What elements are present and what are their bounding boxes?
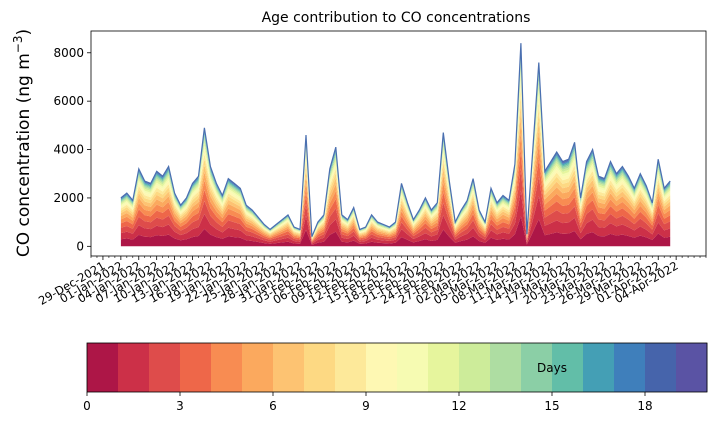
colorbar-swatch-8	[335, 343, 367, 392]
colorbar-swatch-7	[304, 343, 336, 392]
colorbar-tick-label-6: 18	[637, 399, 652, 413]
colorbar-swatch-3	[180, 343, 212, 392]
colorbar-swatch-16	[583, 343, 615, 392]
plot-area	[90, 30, 707, 257]
y-axis-label-close: )	[14, 29, 34, 36]
colorbar-swatch-2	[149, 343, 181, 392]
y-tick-label-2: 4000	[53, 143, 84, 157]
colorbar-tick-label-3: 9	[362, 399, 370, 413]
y-axis-label: CO concentration (ng m−3)	[11, 29, 34, 257]
colorbar-tick-label-0: 0	[83, 399, 91, 413]
y-axis: 0 2000 4000 6000 8000	[53, 46, 91, 253]
x-axis: 29-Dec-202101-Jan-202204-Jan-202207-Jan-…	[36, 256, 707, 308]
chart-title: Age contribution to CO concentrations	[262, 10, 531, 26]
y-tick-label-3: 6000	[53, 94, 84, 108]
colorbar-swatch-10	[397, 343, 429, 392]
y-tick-label-4: 8000	[53, 46, 84, 60]
colorbar-swatch-19	[676, 343, 708, 392]
colorbar-swatch-15	[552, 343, 584, 392]
colorbar-frame	[86, 342, 708, 393]
colorbar-swatch-5	[242, 343, 274, 392]
colorbar-swatch-4	[211, 343, 243, 392]
colorbar-swatch-9	[366, 343, 398, 392]
plot-frame	[90, 30, 707, 257]
colorbar-tick-label-5: 15	[544, 399, 559, 413]
colorbar-tick-label-1: 3	[176, 399, 184, 413]
y-tick-label-0: 0	[76, 239, 84, 253]
y-axis-label-exponent: −3	[11, 35, 25, 53]
colorbar-swatch-1	[118, 343, 150, 392]
colorbar-swatch-11	[428, 343, 460, 392]
y-tick-label-1: 2000	[53, 191, 84, 205]
colorbar-swatch-17	[614, 343, 646, 392]
age-band-0	[120, 216, 671, 247]
age-band-1	[120, 190, 671, 245]
colorbar-swatch-6	[273, 343, 305, 392]
total-line	[120, 43, 671, 237]
colorbar-swatch-12	[459, 343, 491, 392]
colorbar-swatch-13	[490, 343, 522, 392]
colorbar-tick-label-4: 12	[451, 399, 466, 413]
y-axis-label-text: CO concentration (ng m	[14, 53, 34, 257]
colorbar-swatch-0	[87, 343, 119, 392]
colorbar: 0 3 6 9 12 15 18	[83, 342, 708, 413]
colorbar-swatch-18	[645, 343, 677, 392]
colorbar-tick-label-2: 6	[269, 399, 277, 413]
colorbar-swatch-14	[521, 343, 553, 392]
colorbar-label: Days	[537, 361, 567, 375]
